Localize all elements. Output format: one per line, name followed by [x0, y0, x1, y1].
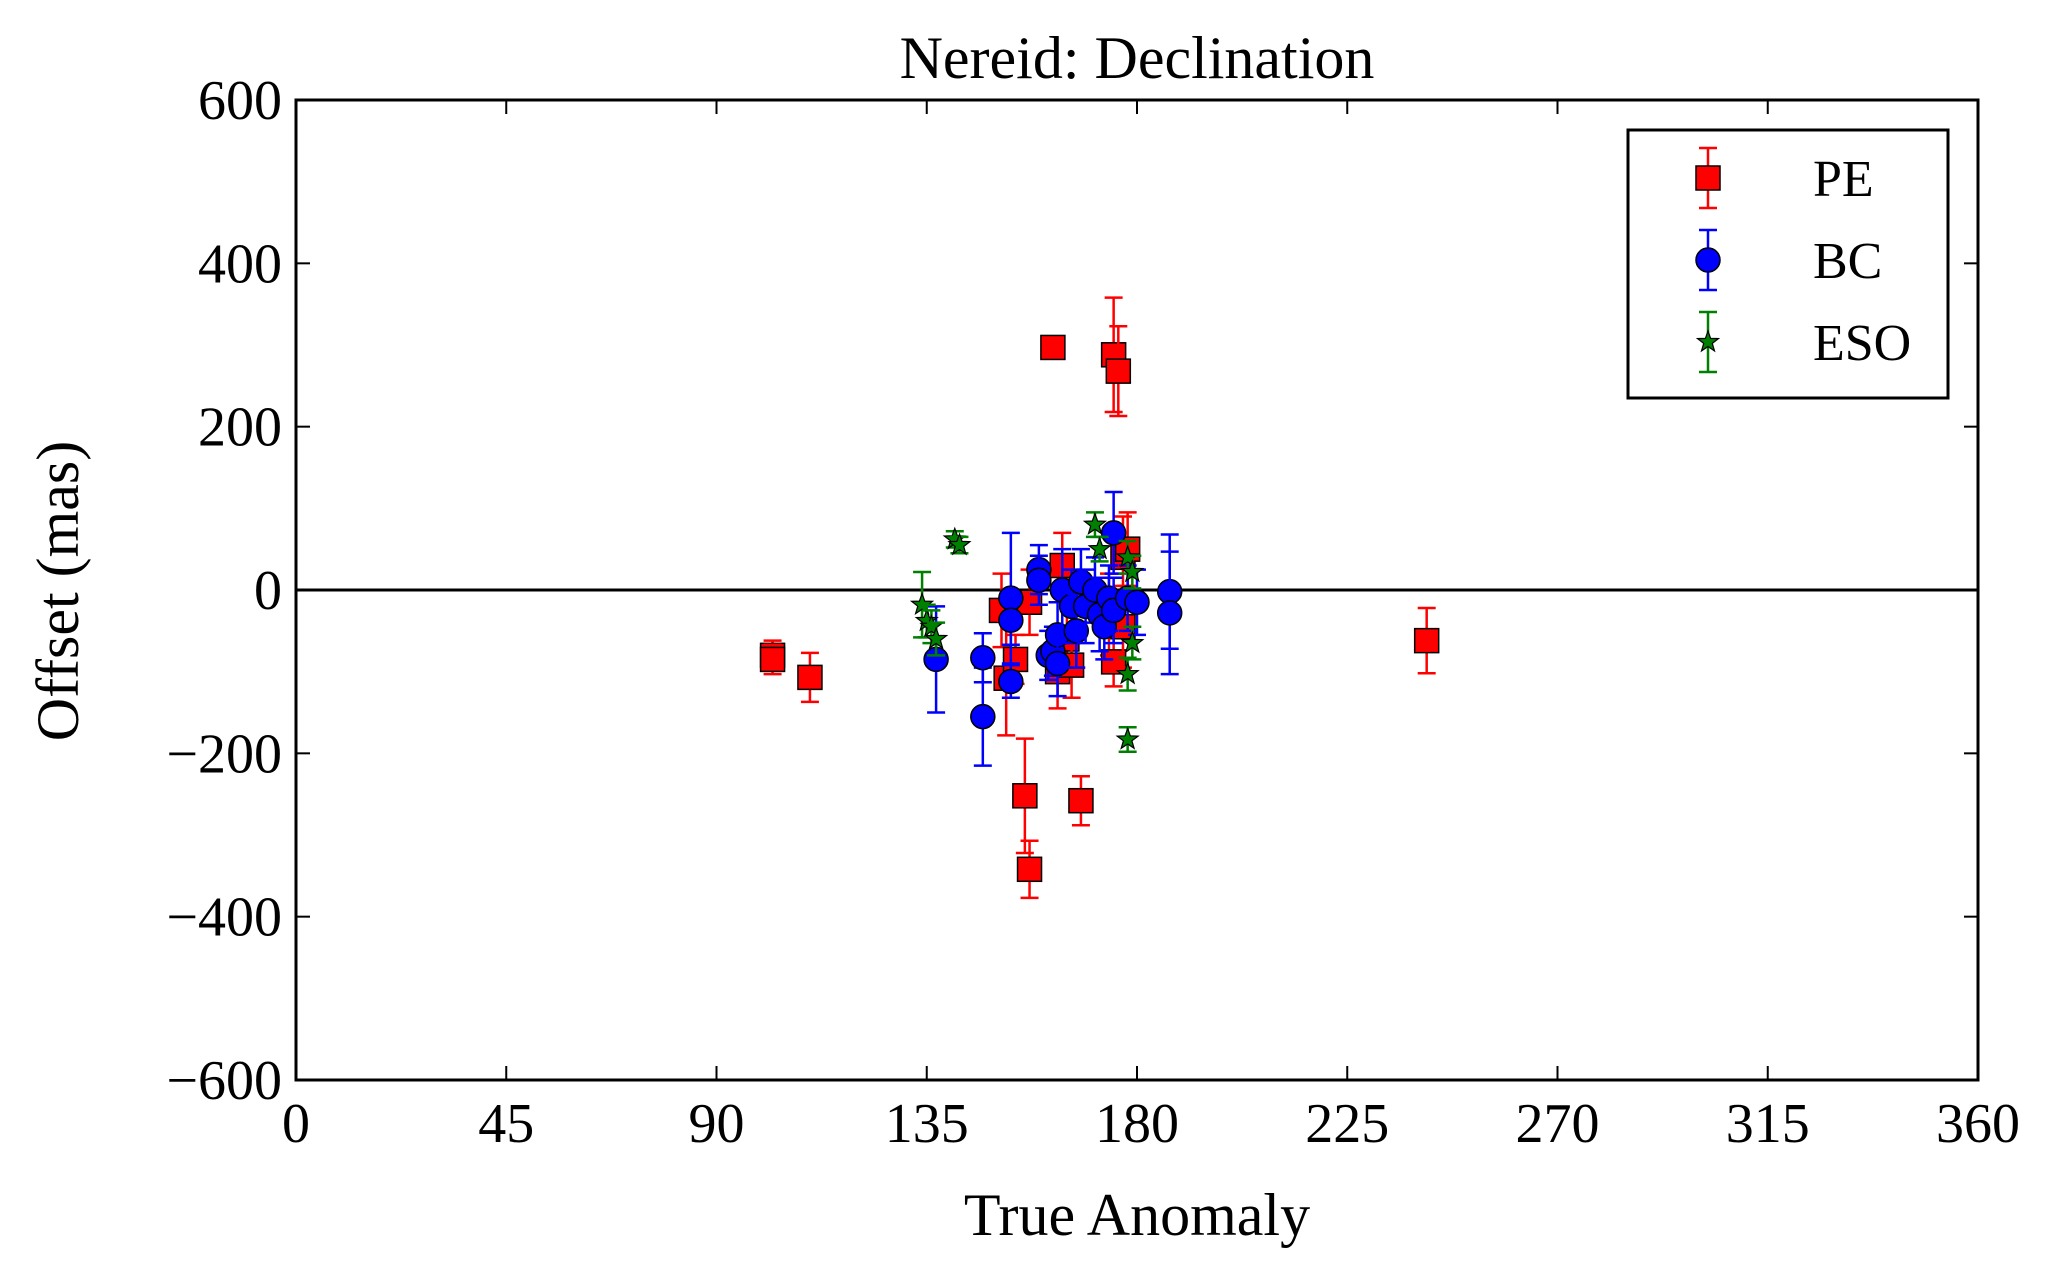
legend-box	[1626, 128, 1950, 400]
x-tick-label: 270	[1516, 1093, 1600, 1155]
data-point-pe	[797, 651, 823, 704]
marker-pe	[1105, 358, 1132, 384]
marker-pe	[1002, 646, 1029, 673]
marker-eso	[1120, 630, 1145, 654]
legend-label-eso: ESO	[1813, 315, 1911, 372]
chart-title: Nereid: Declination	[900, 25, 1375, 91]
data-point-bc	[1026, 554, 1052, 606]
marker-eso	[1082, 511, 1108, 536]
marker-bc	[970, 703, 996, 730]
data-point-eso	[1115, 725, 1140, 753]
legend-label-bc: BC	[1813, 233, 1882, 290]
y-tick-label: −200	[166, 723, 282, 785]
y-tick-label: 0	[254, 560, 282, 622]
data-point-bc	[1156, 550, 1183, 676]
marker-bc	[970, 645, 996, 671]
data-point-pe	[759, 643, 786, 676]
x-tick-label: 45	[478, 1093, 534, 1155]
legend: PE BC ESO	[1626, 128, 1950, 400]
data-point-pe	[1002, 633, 1029, 686]
y-tick-label: 600	[198, 70, 282, 132]
marker-eso	[923, 626, 949, 650]
legend-label-pe: PE	[1813, 151, 1874, 208]
data-point-pe	[1105, 324, 1132, 418]
marker-eso	[947, 532, 972, 556]
y-tick-label: 200	[198, 397, 282, 459]
series-eso	[909, 511, 1145, 753]
x-tick-label: 315	[1726, 1093, 1810, 1155]
data-point-bc	[998, 594, 1024, 646]
data-point-eso	[923, 621, 949, 657]
marker-bc	[1063, 618, 1090, 644]
marker-pe	[1068, 787, 1094, 814]
marker-pe	[1100, 649, 1127, 675]
plot-area	[296, 296, 1978, 900]
legend-entry-pe: PE	[1695, 146, 1874, 210]
data-point-bc	[970, 632, 996, 684]
data-point-bc	[998, 663, 1024, 700]
data-point-pe	[1068, 774, 1094, 827]
y-tick-label: −600	[166, 1050, 282, 1112]
marker-pe	[1413, 627, 1440, 654]
x-tick-label: 225	[1305, 1093, 1389, 1155]
data-point-bc	[1100, 490, 1127, 575]
legend-marker-bc	[1695, 247, 1721, 273]
marker-bc	[1044, 650, 1071, 677]
marker-bc	[998, 607, 1024, 633]
data-point-pe	[1040, 334, 1066, 361]
marker-pe	[1016, 856, 1043, 883]
data-point-eso	[947, 532, 972, 556]
marker-bc	[1156, 600, 1183, 626]
data-point-eso	[1120, 554, 1145, 590]
marker-bc	[1026, 567, 1052, 593]
data-point-pe	[1016, 839, 1043, 900]
series-bc	[923, 490, 1183, 767]
x-tick-label: 360	[1936, 1093, 2020, 1155]
data-point-bc	[1044, 629, 1071, 698]
data-point-eso	[1115, 656, 1140, 692]
marker-pe	[759, 646, 786, 673]
marker-eso	[1115, 661, 1140, 685]
marker-pe	[1012, 783, 1038, 809]
y-tick-label: 400	[198, 233, 282, 295]
legend-marker-pe	[1695, 165, 1721, 191]
legend-entry-eso: ESO	[1695, 310, 1911, 374]
axes: 0 45 90 135 180 225 270 315 360 600 400 200 0 −200 −40…	[166, 70, 2020, 1155]
data-point-eso	[1087, 535, 1112, 563]
legend-marker-eso	[1695, 329, 1721, 353]
marker-bc	[1124, 589, 1150, 615]
x-axis-title: True Anomaly	[964, 1182, 1310, 1248]
legend-entry-bc: BC	[1695, 228, 1882, 292]
marker-eso	[1087, 536, 1112, 560]
marker-eso	[1115, 726, 1140, 750]
x-tick-label: 0	[282, 1093, 310, 1155]
data-point-pe	[1012, 737, 1038, 855]
marker-pe	[1040, 334, 1066, 361]
x-tick-label: 90	[689, 1093, 745, 1155]
y-tick-label: −400	[166, 887, 282, 949]
x-tick-label: 180	[1095, 1093, 1179, 1155]
marker-eso	[1120, 559, 1145, 583]
y-axis-title: Offset (mas)	[25, 441, 91, 741]
data-point-eso	[1120, 625, 1145, 661]
marker-bc	[998, 668, 1024, 695]
x-tick-label: 135	[885, 1093, 969, 1155]
data-point-pe	[1413, 606, 1440, 675]
marker-pe	[797, 664, 823, 691]
